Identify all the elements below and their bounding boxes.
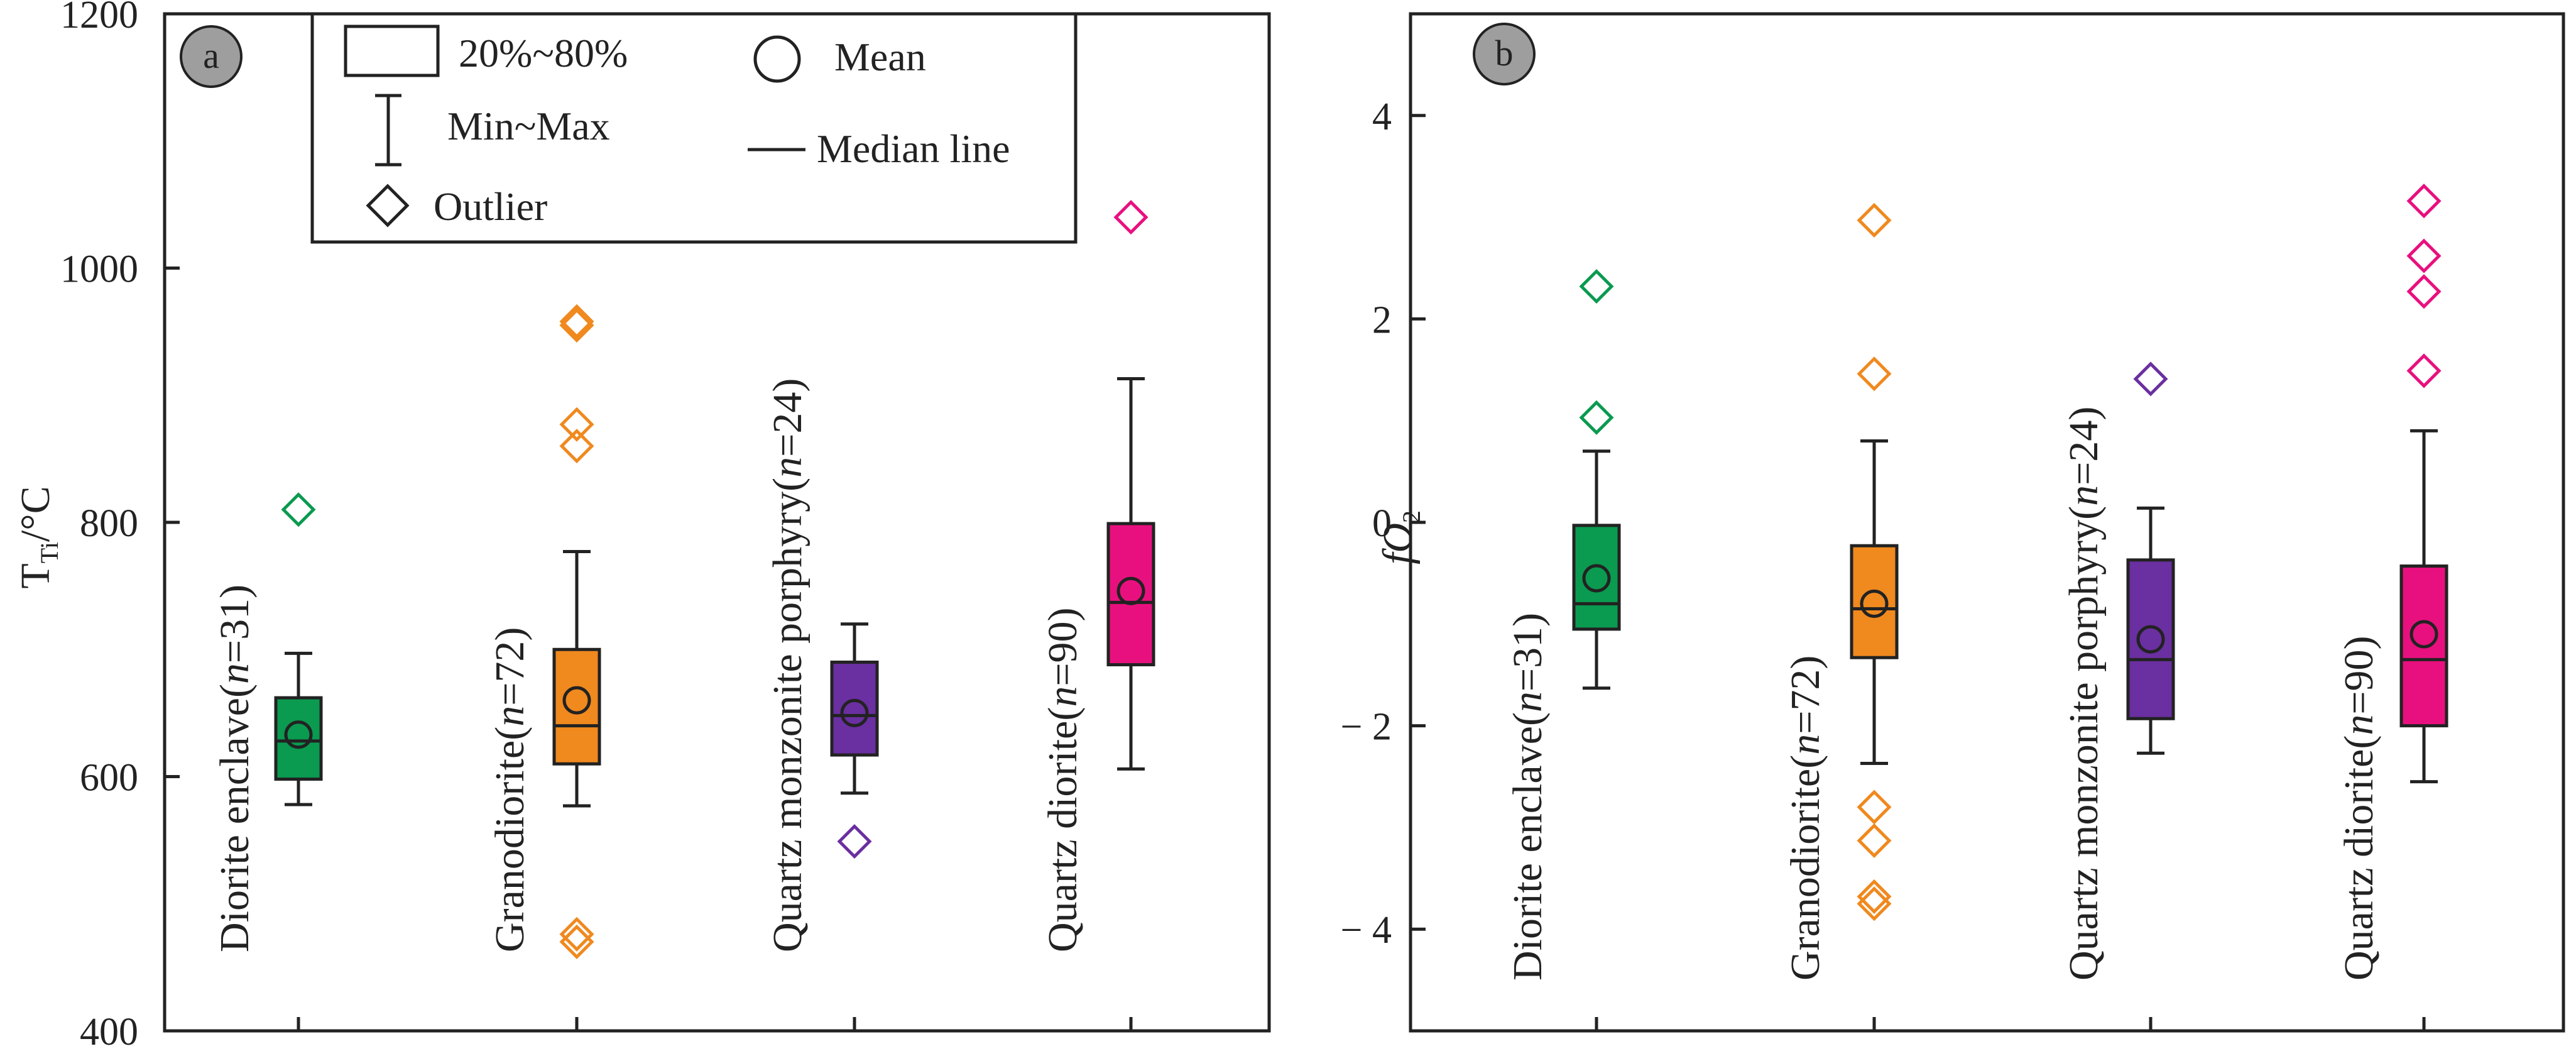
panel-a-outlier (559, 916, 594, 952)
legend-mean-label: Mean (834, 35, 926, 79)
panel-b-letter: b (1495, 33, 1514, 74)
panel-b-mean-marker (2136, 625, 2165, 654)
legend-whisker-symbol (375, 94, 401, 167)
panel-b-mean-marker (1582, 564, 1611, 593)
panel-b-category-label: Diorite enclave(n=31) (1505, 613, 1551, 981)
panel-a-box (1106, 522, 1155, 667)
panel-b-outlier (1857, 823, 1892, 858)
panel-a-badge (180, 25, 243, 88)
panel-a-box (830, 660, 879, 757)
panel-a-outlier (281, 492, 316, 527)
panel-a-outlier (559, 924, 594, 959)
panel-a-category-label: Quartz diorite(n=90) (1040, 607, 1086, 952)
panel-b-outlier (2133, 361, 2168, 397)
legend-whisker-label: Min~Max (447, 104, 610, 148)
panel-b-mean-marker (1860, 589, 1889, 618)
panel-b-outlier (1857, 879, 1892, 914)
legend-mean-symbol (753, 35, 801, 83)
panel-b-category-label: Granodiorite(n=72) (1782, 656, 1828, 981)
legend-frame (310, 12, 1078, 244)
panel-b-box (2126, 558, 2175, 720)
panel-a-category-label: Quartz monzonite porphyry(n=24) (765, 378, 810, 952)
panel-a-outlier (559, 307, 594, 343)
legend-box-label: 20%~80% (459, 31, 628, 75)
panel-b-ytick-label: 4 (1372, 96, 1392, 138)
panel-a-mean-marker (1116, 576, 1145, 605)
panel-b-category-label: Quartz diorite(n=90) (2336, 635, 2382, 981)
panel-a-ytick-label: 400 (80, 1011, 138, 1053)
panel-b-frame (1409, 12, 2565, 1033)
panel-b-ylabel: fO2 (1375, 510, 1426, 564)
panel-a-category-label: Granodiorite(n=72) (487, 627, 533, 952)
panel-a-ytick-label: 600 (80, 757, 138, 800)
panel-b-box (1572, 524, 1621, 631)
panel-a-outlier (559, 407, 594, 442)
panel-b-plot: − 4 − 2 0 2 4 Diorite enclave(n=31) Granodiori… (1341, 96, 2448, 1031)
panel-a-outlier (559, 304, 594, 339)
panel-b-outlier (2406, 274, 2442, 309)
panel-b-mean-marker (2410, 620, 2438, 649)
legend: 20%~80% Min~Max Outlier Mean Median line (310, 12, 1078, 244)
panel-b-outlier (2406, 238, 2442, 273)
panel-a-outlier (837, 824, 872, 859)
legend-median-label: Median line (817, 126, 1010, 171)
panel-a-mean-marker (284, 720, 313, 749)
panel-b-ytick-label: 0 (1372, 502, 1392, 545)
panel-a-letter: a (203, 35, 219, 76)
panel-a-frame (163, 12, 1271, 1033)
panel-a-ylabel: TTi/°C (13, 486, 63, 588)
panel-a-outlier (559, 429, 594, 464)
panel-b-badge (1473, 23, 1536, 85)
panel-a-ytick-label: 1200 (60, 0, 138, 36)
panel-a-ytick-label: 1000 (60, 248, 138, 291)
panel-b-outlier (1857, 356, 1892, 392)
legend-outlier-symbol (366, 184, 410, 228)
panel-a-mean-marker (562, 686, 591, 715)
panel-a-category-label: Diorite enclave(n=31) (212, 585, 258, 952)
panel-a-mean-marker (840, 698, 869, 727)
panel-b-ytick-label: 2 (1372, 299, 1392, 341)
legend-box-symbol (344, 25, 440, 77)
panel-b-ytick-label: − 2 (1341, 706, 1392, 749)
panel-a-box (552, 647, 601, 766)
panel-b-outlier (1579, 400, 1614, 435)
panel-b-outlier (1857, 886, 1892, 921)
panel-b-outlier (1857, 202, 1892, 238)
panel-b-ytick-label: − 4 (1341, 909, 1392, 952)
panel-b-box (1850, 544, 1899, 659)
panel-b-outlier (1579, 269, 1614, 304)
panel-a-ytick-label: 800 (80, 502, 138, 545)
panel-a-plot: 400 600 800 1000 1200 Diorite enclave(n=31) Gr… (60, 0, 1155, 1053)
panel-a-outlier (1113, 200, 1149, 235)
panel-b-outlier (1857, 789, 1892, 825)
panel-a-box (274, 696, 323, 781)
legend-outlier-label: Outlier (434, 184, 547, 229)
panel-b-category-label: Quartz monzonite porphyry(n=24) (2061, 407, 2107, 981)
panel-b-outlier (2406, 184, 2442, 219)
panel-b-outlier (2406, 353, 2442, 388)
